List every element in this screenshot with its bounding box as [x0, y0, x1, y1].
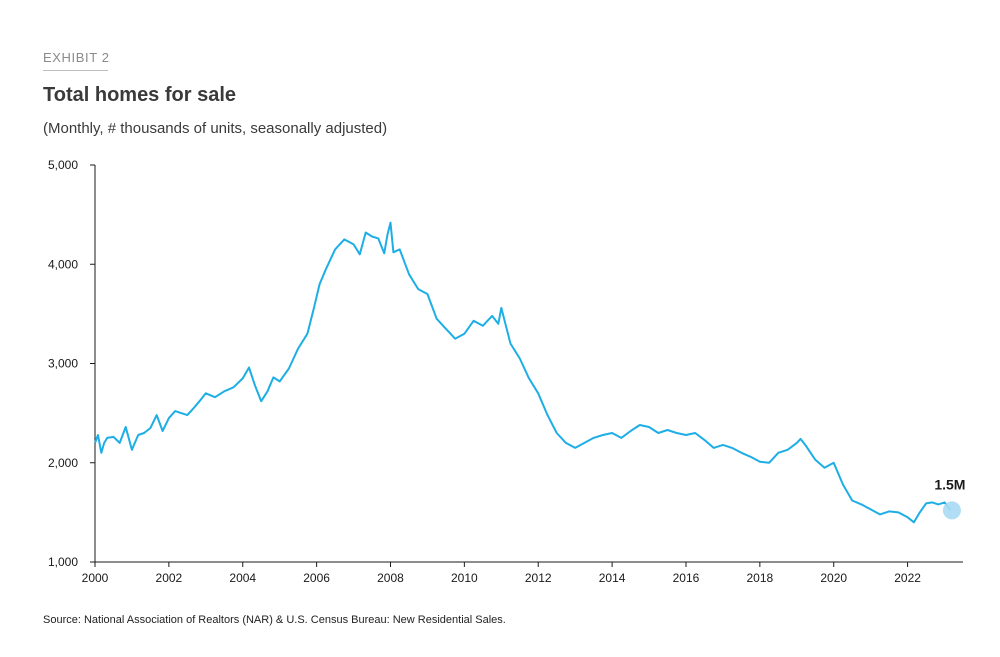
- y-tick-label: 2,000: [48, 456, 78, 470]
- x-tick-label: 2020: [820, 571, 847, 585]
- x-tick-label: 2000: [82, 571, 109, 585]
- x-tick-label: 2006: [303, 571, 330, 585]
- x-tick-label: 2008: [377, 571, 404, 585]
- chart-annotation: 1.5M: [934, 476, 965, 520]
- series-line: [94, 221, 952, 524]
- latest-value-label: 1.5M: [934, 476, 965, 492]
- y-tick-label: 5,000: [48, 158, 78, 172]
- y-tick-label: 4,000: [48, 257, 78, 271]
- exhibit-divider: [43, 70, 108, 71]
- source-note: Source: National Association of Realtors…: [43, 614, 506, 626]
- x-tick-label: 2018: [746, 571, 773, 585]
- y-tick-label: 1,000: [48, 555, 78, 569]
- y-tick-label: 3,000: [48, 357, 78, 371]
- x-tick-label: 2016: [673, 571, 700, 585]
- x-tick-label: 2002: [156, 571, 183, 585]
- chart-subtitle: (Monthly, # thousands of units, seasonal…: [43, 120, 388, 137]
- x-tick-label: 2012: [525, 571, 552, 585]
- latest-value-marker: [942, 501, 961, 520]
- chart-title: Total homes for sale: [43, 84, 237, 106]
- x-tick-label: 2004: [229, 571, 256, 585]
- chart-ticks: 1,000 2,000 3,000 4,000 5,000 2000 2002 2004 200…: [48, 158, 921, 585]
- chart-axes: [94, 165, 963, 563]
- x-tick-label: 2010: [451, 571, 478, 585]
- x-tick-label: 2014: [599, 571, 626, 585]
- chart-series: [94, 221, 952, 524]
- exhibit-label: EXHIBIT 2: [43, 50, 110, 65]
- x-tick-label: 2022: [894, 571, 921, 585]
